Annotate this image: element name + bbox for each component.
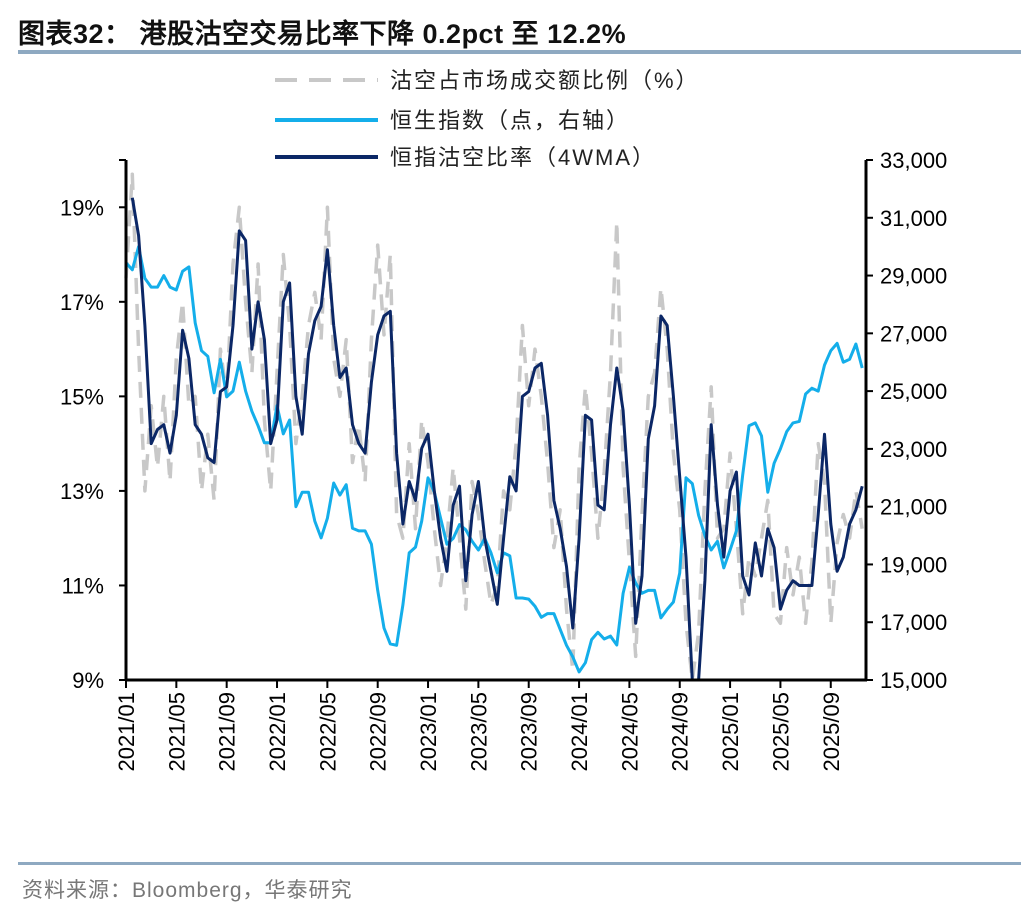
x-tick-label: 2025/05	[768, 692, 793, 772]
axes-layer: 9% 11% 13% 15% 17% 19% 15,000 17,000 19,000 21,00…	[60, 148, 947, 772]
x-tick-label: 2021/09	[215, 692, 240, 772]
right-y-tick-label: 17,000	[880, 610, 947, 635]
right-y-tick-label: 27,000	[880, 321, 947, 346]
source-note: 资料来源：Bloomberg，华泰研究	[22, 879, 353, 902]
series-short-ratio-4wma	[130, 197, 864, 682]
left-y-tick-label: 9%	[72, 668, 104, 693]
x-tick-label: 2023/05	[466, 692, 491, 772]
x-tick-label: 2023/09	[517, 692, 542, 772]
series-layer	[124, 172, 864, 682]
legend: 沽空占市场成交额比例（%） 恒生指数（点，右轴） 恒指沽空比率（4WMA）	[275, 68, 700, 170]
right-y-tick-label: 29,000	[880, 264, 947, 289]
source-divider	[18, 862, 1021, 865]
right-y-tick-label: 15,000	[880, 668, 947, 693]
right-y-tick-label: 33,000	[880, 148, 947, 173]
x-tick-label: 2022/01	[265, 692, 290, 772]
x-tick-label: 2024/09	[668, 692, 693, 772]
x-tick-label: 2022/09	[366, 692, 391, 772]
right-y-tick-label: 31,000	[880, 206, 947, 231]
right-y-tick-label: 25,000	[880, 379, 947, 404]
x-tick-label: 2022/05	[315, 692, 340, 772]
right-y-tick-label: 19,000	[880, 552, 947, 577]
left-y-tick-label: 11%	[62, 573, 104, 598]
chart-title: 图表32： 港股沽空交易比率下降 0.2pct 至 12.2%	[18, 19, 627, 49]
x-tick-label: 2021/01	[114, 692, 139, 772]
x-tick-label: 2023/01	[416, 692, 441, 772]
left-y-tick-label: 13%	[60, 479, 104, 504]
x-tick-label: 2025/09	[819, 692, 844, 772]
left-y-tick-label: 15%	[60, 384, 104, 409]
left-y-tick-label: 19%	[60, 195, 104, 220]
series-short-ratio-raw	[124, 172, 864, 682]
series-hsi	[124, 245, 864, 674]
right-y-tick-label: 23,000	[880, 437, 947, 462]
x-tick-label: 2024/05	[617, 692, 642, 772]
x-tick-label: 2024/01	[567, 692, 592, 772]
x-tick-label: 2021/05	[164, 692, 189, 772]
legend-label-short-ratio-4wma: 恒指沽空比率（4WMA）	[390, 145, 656, 170]
title-divider	[18, 50, 1021, 54]
legend-label-hsi: 恒生指数（点，右轴）	[390, 108, 630, 133]
x-tick-label: 2025/01	[718, 692, 743, 772]
left-y-tick-label: 17%	[60, 290, 104, 315]
right-y-tick-label: 21,000	[880, 495, 947, 520]
legend-label-short-ratio-raw: 沽空占市场成交额比例（%）	[390, 68, 700, 93]
